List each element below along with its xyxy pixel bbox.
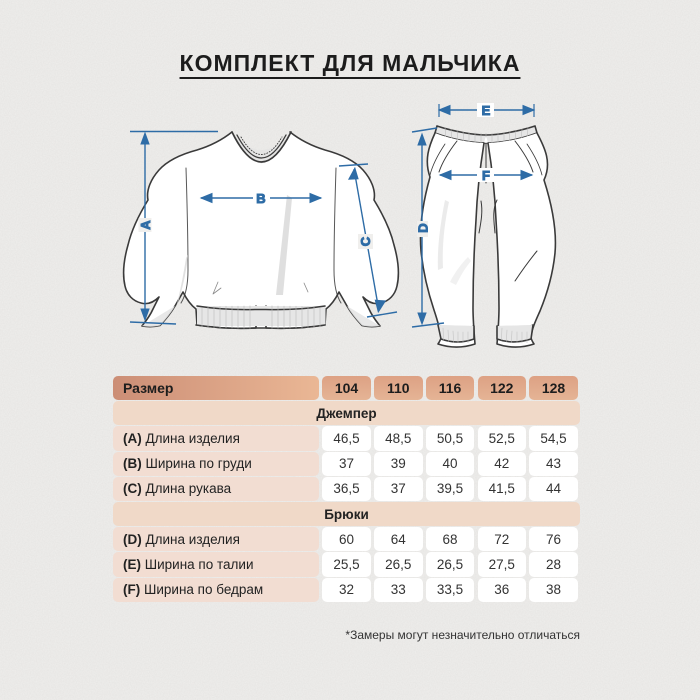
svg-text:E: E <box>482 103 491 118</box>
svg-text:F: F <box>482 168 490 183</box>
svg-text:D: D <box>416 223 431 232</box>
